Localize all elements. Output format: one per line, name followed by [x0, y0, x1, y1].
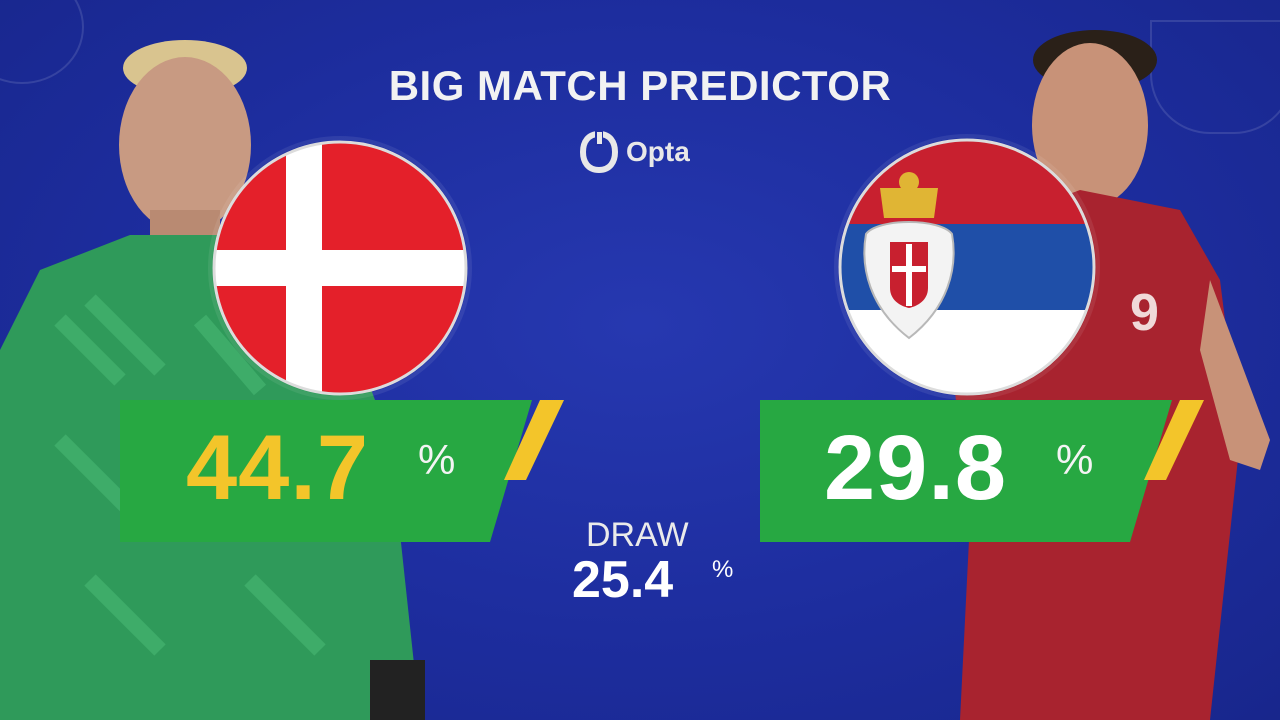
opta-icon — [580, 130, 618, 174]
opta-brand-text: Opta — [626, 136, 690, 167]
svg-text:9: 9 — [1130, 284, 1159, 342]
denmark-win-box: 44.7 % — [120, 400, 564, 542]
denmark-win-box-shape — [120, 400, 564, 542]
serbia-flag-icon — [838, 138, 1096, 396]
serbia-percent-sign: % — [1056, 436, 1094, 483]
serbia-win-box: 29.8 % — [760, 400, 1204, 542]
draw-percentage: 25.4 — [572, 551, 674, 609]
pitch-box-decoration — [1150, 20, 1280, 134]
serbia-win-percentage: 29.8 — [824, 417, 1008, 519]
denmark-percent-sign: % — [418, 436, 456, 483]
denmark-win-percentage: 44.7 — [186, 417, 370, 519]
draw-percent-sign: % — [712, 556, 734, 583]
denmark-flag-icon — [212, 140, 468, 396]
page-title: BIG MATCH PREDICTOR — [388, 62, 892, 109]
opta-logo: Opta — [580, 128, 710, 176]
serbia-win-box-shape — [760, 400, 1204, 542]
draw-label: DRAW — [586, 516, 689, 554]
